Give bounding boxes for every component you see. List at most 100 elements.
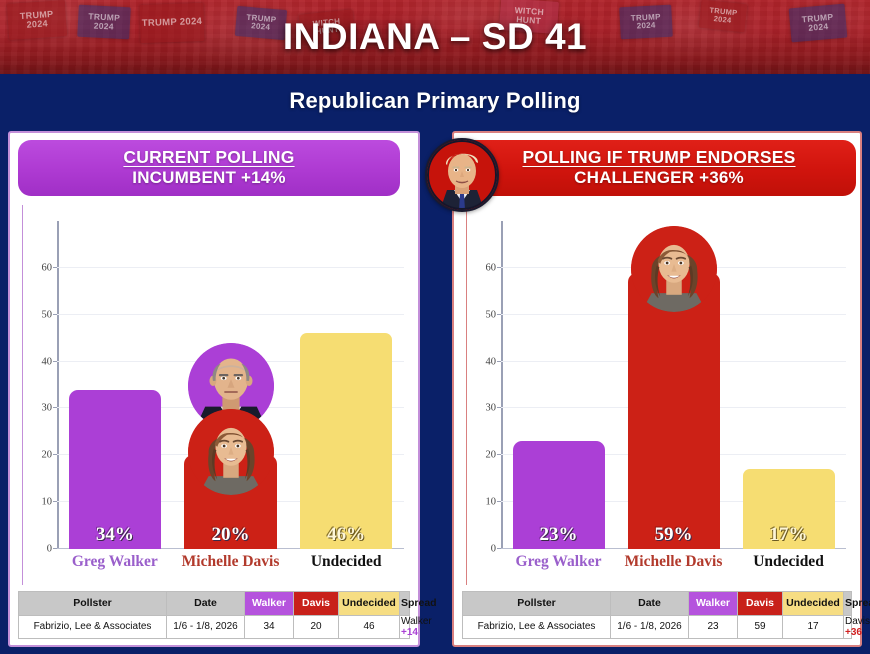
th-date: Date	[610, 591, 689, 616]
th-spread: Spread	[399, 591, 437, 616]
y-axis-tick-label: 0	[46, 543, 52, 555]
x-label-walker: Greg Walker	[71, 553, 158, 570]
y-axis-tickmark	[53, 407, 57, 409]
chart-current-polling: 0 10 20 30 40 50 60 34% 20% 46% Greg Walker Miche…	[22, 205, 408, 585]
panel-header-title: CURRENT POLLING	[123, 147, 295, 168]
panel-current-polling: CURRENT POLLING INCUMBENT +14% 0 10 20 30 40…	[8, 131, 437, 647]
y-axis-tick-label: 10	[485, 496, 497, 508]
y-axis-tickmark	[53, 548, 57, 549]
spread-name: Walker	[401, 615, 432, 627]
td-pollster: Fabrizio, Lee & Associates	[18, 614, 167, 639]
th-pollster: Pollster	[462, 591, 611, 616]
y-axis-tickmark	[497, 266, 501, 268]
poll-table-current: Pollster Date Walker Davis Undecided Spr…	[18, 591, 437, 639]
td-walker: 23	[688, 614, 738, 639]
panel-header-endorsed: POLLING IF TRUMP ENDORSES CHALLENGER +36…	[462, 140, 856, 196]
y-axis-tickmark	[53, 266, 57, 268]
table-row: Fabrizio, Lee & Associates 1/6 - 1/8, 20…	[462, 614, 870, 639]
bar-value-label: 17%	[769, 524, 808, 545]
y-axis-tickmark	[497, 360, 501, 362]
bar-value-label: 34%	[95, 524, 134, 545]
bar-michelle-davis: 59%	[627, 272, 720, 549]
y-axis-tickmark	[53, 501, 57, 503]
th-undecided: Undecided	[338, 591, 400, 616]
michelle-davis-face-svg	[630, 226, 717, 313]
y-axis-tick-label: 10	[41, 496, 53, 508]
y-axis-tick-label: 60	[41, 262, 53, 274]
y-axis-line	[57, 221, 59, 549]
th-walker: Walker	[688, 591, 738, 616]
bar-undecided: 17%	[742, 469, 835, 549]
y-axis-tickmark	[497, 501, 501, 503]
bar-greg-walker: 23%	[512, 441, 605, 549]
th-date: Date	[166, 591, 245, 616]
plot-area: 0 10 20 30 40 50 60 34% 20% 46%	[42, 221, 404, 555]
th-davis: Davis	[293, 591, 339, 616]
panel-trump-endorsed-polling: POLLING IF TRUMP ENDORSES CHALLENGER +36…	[452, 131, 870, 647]
bar-undecided: 46%	[299, 333, 393, 549]
plot-area: 0 10 20 30 40 50 60 23% 59% 17%	[486, 221, 846, 555]
y-axis-tickmark	[53, 313, 57, 315]
y-axis-tickmark	[497, 313, 501, 315]
td-date: 1/6 - 1/8, 2026	[610, 614, 689, 639]
panel-header-title: POLLING IF TRUMP ENDORSES	[522, 147, 796, 168]
th-spread: Spread	[843, 591, 870, 616]
subtitle: Republican Primary Polling	[289, 88, 581, 113]
table-header-row: Pollster Date Walker Davis Undecided Spr…	[18, 591, 437, 616]
x-label-walker: Greg Walker	[515, 553, 602, 570]
y-axis-tick-label: 50	[41, 309, 53, 321]
y-axis-tick-label: 60	[485, 262, 497, 274]
y-axis-tick-label: 40	[485, 356, 497, 368]
bar-value-label: 59%	[654, 524, 693, 545]
candidate-avatar-michelle-davis	[630, 226, 717, 313]
y-axis-tick-label: 20	[41, 449, 53, 461]
spread-name: Davis	[845, 615, 870, 627]
y-axis-tick-label: 20	[485, 449, 497, 461]
td-spread: Walker +14	[399, 614, 432, 639]
bar-value-label: 46%	[327, 524, 366, 545]
michelle-davis-face-svg	[187, 408, 274, 495]
gridline	[57, 313, 404, 315]
x-label-undecided: Undecided	[310, 553, 382, 570]
td-undecided: 46	[338, 614, 400, 639]
y-axis-tick-label: 40	[41, 356, 53, 368]
page-title: INDIANA – SD 41	[282, 16, 588, 57]
th-pollster: Pollster	[18, 591, 167, 616]
panel-header-current: CURRENT POLLING INCUMBENT +14%	[18, 140, 400, 196]
candidate-avatar-michelle-davis	[187, 408, 274, 495]
td-davis: 59	[737, 614, 783, 639]
gridline	[57, 266, 404, 268]
chart-trump-endorsed-polling: 0 10 20 30 40 50 60 23% 59% 17% Greg Walker Miche…	[466, 205, 850, 585]
panel-header-subtitle: CHALLENGER +36%	[574, 168, 744, 188]
poll-table-endorsed: Pollster Date Walker Davis Undecided Spr…	[462, 591, 870, 639]
y-axis-tickmark	[497, 407, 501, 409]
x-axis-labels: Greg Walker Michelle Davis Undecided	[501, 553, 846, 577]
table-row: Fabrizio, Lee & Associates 1/6 - 1/8, 20…	[18, 614, 432, 639]
y-axis-tickmark	[497, 548, 501, 549]
y-axis-tickmark	[53, 360, 57, 362]
y-axis-line	[501, 221, 503, 549]
x-label-undecided: Undecided	[753, 553, 824, 570]
bar-greg-walker: 34%	[68, 389, 162, 549]
y-axis-tick-label: 0	[490, 543, 496, 555]
td-davis: 20	[293, 614, 339, 639]
td-walker: 34	[244, 614, 294, 639]
bar-value-label: 23%	[539, 524, 578, 545]
x-label-davis: Michelle Davis	[181, 553, 280, 570]
trump-portrait-icon	[425, 138, 499, 212]
th-undecided: Undecided	[782, 591, 844, 616]
y-axis-tick-label: 50	[485, 309, 497, 321]
th-walker: Walker	[244, 591, 294, 616]
y-axis-tick-label: 30	[41, 402, 53, 414]
x-label-davis: Michelle Davis	[624, 553, 723, 570]
spread-value: +36	[845, 626, 862, 638]
spread-value: +14	[401, 626, 418, 638]
y-axis-tickmark	[497, 454, 501, 456]
panel-header-subtitle: INCUMBENT +14%	[132, 168, 286, 188]
th-davis: Davis	[737, 591, 783, 616]
y-axis-tickmark	[53, 454, 57, 456]
bar-value-label: 20%	[211, 524, 250, 545]
x-axis-labels: Greg Walker Michelle Davis Undecided	[57, 553, 404, 577]
y-axis-tick-label: 30	[485, 402, 497, 414]
td-spread: Davis +36	[843, 614, 870, 639]
